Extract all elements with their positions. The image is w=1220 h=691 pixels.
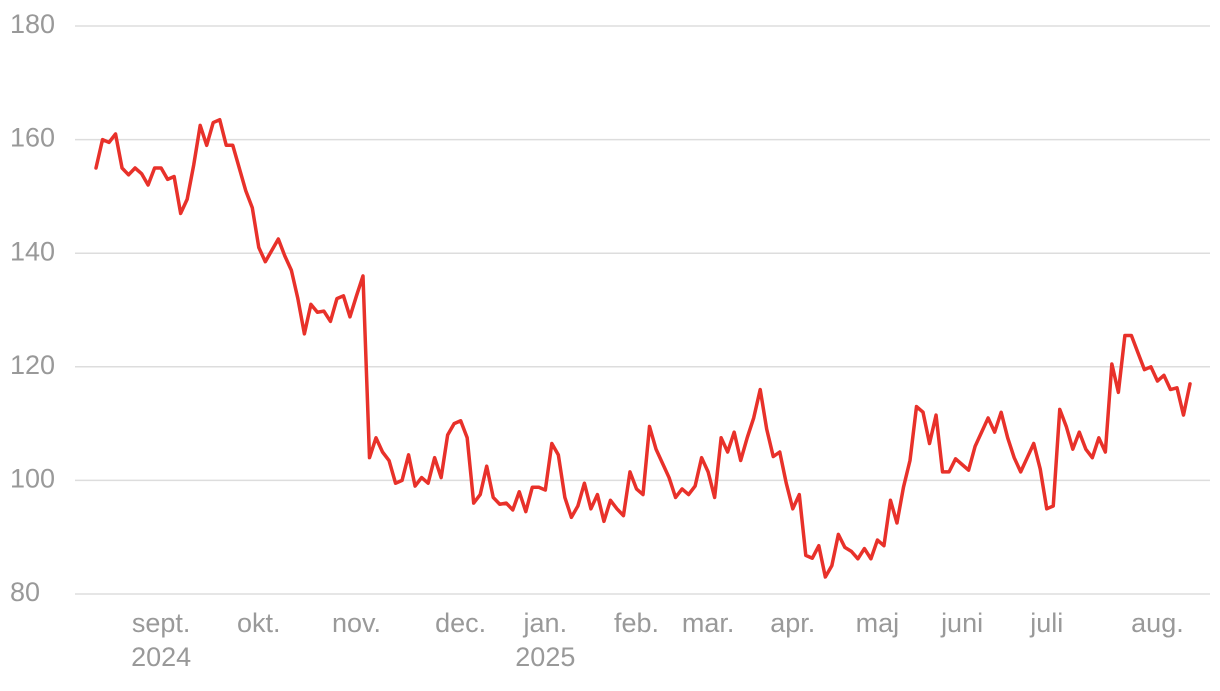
x-tick-label: dec.: [435, 608, 486, 638]
price-line: [94, 117, 1192, 579]
x-tick-label: aug.: [1131, 608, 1184, 638]
y-tick-label: 80: [10, 577, 40, 607]
x-year-label: 2024: [131, 642, 191, 672]
y-tick-label: 140: [10, 236, 55, 266]
y-tick-label: 180: [10, 9, 55, 39]
x-tick-label: feb.: [614, 608, 659, 638]
x-tick-label: sept.: [132, 608, 191, 638]
y-tick-label: 120: [10, 350, 55, 380]
y-tick-label: 160: [10, 123, 55, 153]
x-tick-label: juli: [1029, 608, 1063, 638]
x-tick-label: apr.: [770, 608, 815, 638]
x-tick-label: okt.: [237, 608, 281, 638]
x-tick-label: maj: [856, 608, 900, 638]
y-tick-label: 100: [10, 464, 55, 494]
x-tick-label: juni: [940, 608, 983, 638]
x-year-label: 2025: [515, 642, 575, 672]
x-tick-label: nov.: [332, 608, 381, 638]
x-tick-label: jan.: [523, 608, 568, 638]
x-tick-label: mar.: [682, 608, 735, 638]
